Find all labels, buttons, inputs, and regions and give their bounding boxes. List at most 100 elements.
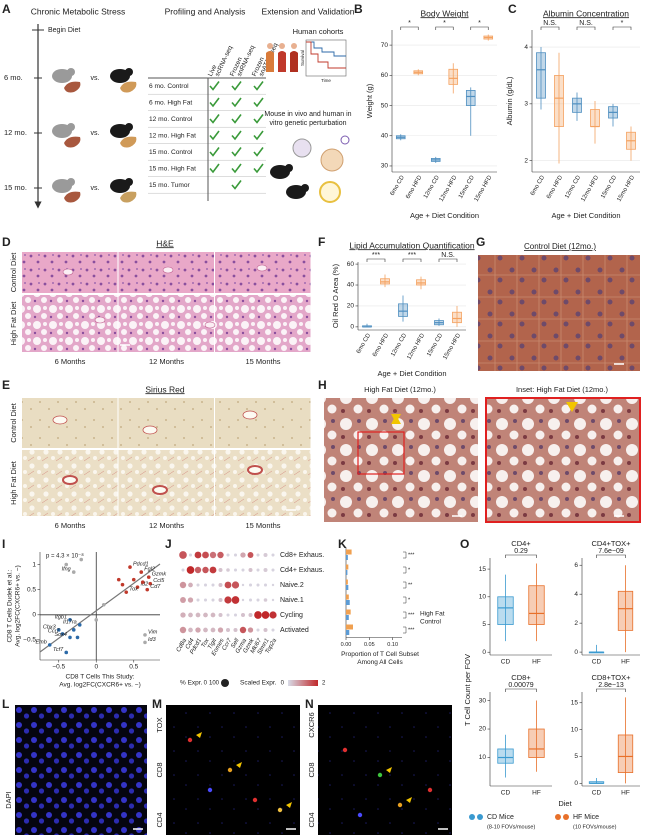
micrograph	[118, 295, 214, 352]
row-label: Naive.2	[280, 582, 304, 589]
point	[128, 565, 132, 569]
section-title: Chronic Metabolic Stress	[31, 6, 125, 16]
legend-swatch	[477, 814, 483, 820]
vessel	[52, 415, 68, 425]
gene-label: Tox	[201, 637, 211, 649]
bar	[346, 615, 349, 620]
micrograph	[22, 295, 118, 352]
point	[116, 577, 121, 582]
person-head	[267, 43, 273, 49]
channel-label: CD4	[155, 812, 164, 827]
dot	[247, 552, 254, 558]
x-tick-label: 12mo CD	[564, 174, 582, 200]
check-mark	[253, 97, 264, 108]
dot	[210, 612, 216, 618]
x-tick-label: 6mo HFD	[546, 174, 564, 200]
vessel	[152, 485, 168, 495]
color-bar	[288, 680, 318, 686]
check-mark	[253, 114, 264, 124]
row-label: 6 mo. Control	[149, 83, 189, 90]
liver-icon	[64, 81, 81, 93]
sig-label: *	[621, 20, 624, 27]
col-label: 15 Months	[245, 357, 280, 366]
panel-letter: F	[318, 235, 325, 249]
dot	[247, 627, 254, 633]
chart-title: CD8+	[511, 673, 531, 682]
dot	[179, 551, 187, 559]
point-label: Ifng	[62, 567, 72, 573]
vs-label: vs.	[91, 185, 100, 192]
sig-bracket	[596, 688, 626, 692]
point	[148, 581, 153, 586]
mouse-head	[125, 178, 133, 186]
check-mark	[231, 163, 242, 174]
check-mark	[253, 163, 264, 174]
box	[617, 734, 634, 773]
check-mark	[209, 97, 220, 108]
bar	[346, 609, 351, 615]
bar	[346, 564, 349, 570]
panel-letter: D	[2, 235, 11, 249]
chart-title: CD4+	[511, 539, 531, 548]
point	[143, 640, 147, 645]
row-label: 15 mo. Control	[149, 149, 193, 156]
channel-label: CD8	[307, 762, 316, 777]
axis-label: Survival	[300, 50, 305, 66]
mouse-head	[125, 123, 133, 131]
box	[528, 728, 545, 758]
y-tick-label: 0	[32, 612, 36, 619]
legend-tick: 0	[204, 681, 208, 687]
gene-label: Tigit	[207, 638, 218, 651]
dot	[179, 626, 187, 634]
dot	[248, 612, 253, 618]
y-tick-label: −0.5	[23, 637, 36, 644]
box	[554, 75, 564, 127]
row-label: 6 mo. High Fat	[149, 99, 192, 106]
panel-title: Inset: High Fat Diet (12mo.)	[516, 385, 609, 394]
dot	[203, 627, 208, 633]
dot	[261, 611, 270, 619]
check-mark	[209, 130, 220, 141]
mouse-icon	[52, 179, 72, 193]
chart-title: Albumin Concentration	[543, 8, 629, 18]
check-mark	[231, 147, 242, 157]
y-tick-label: 60	[381, 72, 389, 79]
dot	[186, 566, 195, 574]
dot	[194, 551, 202, 559]
dot	[224, 596, 232, 604]
sig-bracket	[438, 258, 458, 262]
panel-letter: A	[2, 2, 11, 16]
dot	[202, 551, 209, 559]
sig-label: *	[408, 567, 411, 573]
point	[56, 628, 61, 632]
y-tick-label: 6	[574, 562, 578, 569]
dot	[181, 568, 185, 572]
timepoint: 15 mo.	[4, 183, 27, 192]
x-tick-label: 0.5	[129, 664, 138, 671]
point-label: Ccr7	[48, 628, 61, 634]
liver-icon	[120, 191, 137, 203]
legend-label: HF Mice	[573, 814, 599, 821]
point	[101, 602, 106, 607]
x-tick-label: HF	[532, 659, 541, 666]
check-mark	[231, 114, 242, 124]
point	[64, 650, 69, 655]
col-label: 6 Months	[55, 357, 86, 366]
legend-note: (10 FOVs/mouse)	[573, 824, 617, 830]
check-mark	[253, 147, 264, 157]
x-tick-label: 12mo CD	[423, 174, 441, 200]
dot	[256, 598, 260, 602]
row-label: 12 mo. Control	[149, 116, 193, 123]
micrograph	[118, 450, 214, 516]
legend-dot	[210, 682, 212, 684]
y-axis-label: CD8 T Cells Dudek et al.:	[7, 569, 14, 642]
sig-label: ***	[408, 552, 415, 558]
dot	[209, 551, 217, 559]
point	[68, 635, 72, 640]
begin-label: Begin Diet	[48, 27, 80, 34]
micrograph	[485, 397, 641, 523]
y-axis-label: Avg. log2FC(CXCR6+ vs. −)	[15, 565, 22, 647]
dot	[203, 612, 208, 618]
dot	[203, 583, 208, 587]
